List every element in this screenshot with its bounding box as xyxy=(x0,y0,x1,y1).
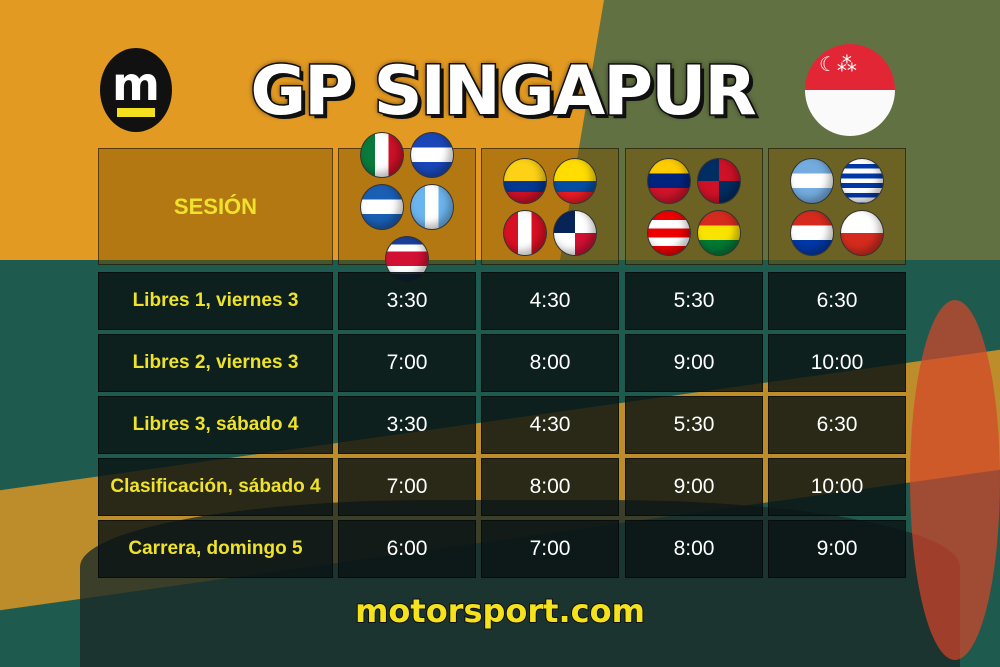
time-cell: 10:00 xyxy=(768,458,906,516)
time-cell: 5:30 xyxy=(625,396,763,454)
country-group-3 xyxy=(625,148,763,265)
time-cell: 6:30 xyxy=(768,272,906,330)
session-label: Libres 1, viernes 3 xyxy=(132,290,299,311)
time-cell: 8:00 xyxy=(481,334,619,392)
colombia-flag-icon xyxy=(503,157,547,204)
time-cell: 9:00 xyxy=(768,520,906,578)
time-cell: 4:30 xyxy=(481,272,619,330)
time-value: 3:30 xyxy=(386,289,428,312)
session-label: Carrera, domingo 5 xyxy=(128,538,303,559)
time-cell: 3:30 xyxy=(338,272,476,330)
time-cell: 6:30 xyxy=(768,396,906,454)
chile-flag-icon xyxy=(840,209,884,256)
time-value: 8:00 xyxy=(673,537,715,560)
panama-flag-icon xyxy=(553,209,597,256)
time-cell: 9:00 xyxy=(625,458,763,516)
country-group-2 xyxy=(481,148,619,265)
footer-brand: motorsport.com xyxy=(354,591,646,631)
bolivia-flag-icon xyxy=(697,209,741,256)
singapore-flag-icon: ☾⁂ xyxy=(805,44,895,136)
puerto-rico-flag-icon xyxy=(647,209,691,256)
time-value: 5:30 xyxy=(673,289,715,312)
time-value: 9:00 xyxy=(673,351,715,374)
time-value: 9:00 xyxy=(816,537,858,560)
country-group-4 xyxy=(768,148,906,265)
page-title: GP SINGAPUR xyxy=(249,51,758,133)
session-cell: Libres 2, viernes 3 xyxy=(98,334,333,392)
session-cell: Clasificación, sábado 4 xyxy=(98,458,333,516)
time-value: 6:00 xyxy=(386,537,428,560)
uruguay-flag-icon xyxy=(840,157,884,204)
el-salvador-flag-icon xyxy=(410,131,454,178)
time-value: 7:00 xyxy=(386,351,428,374)
argentina-flag-icon xyxy=(790,157,834,204)
guatemala-flag-icon xyxy=(410,183,454,230)
mexico-flag-icon xyxy=(360,131,404,178)
time-value: 6:30 xyxy=(816,413,858,436)
ecuador-flag-icon xyxy=(553,157,597,204)
time-value: 10:00 xyxy=(810,351,864,374)
time-value: 9:00 xyxy=(673,475,715,498)
time-value: 4:30 xyxy=(529,289,571,312)
time-value: 8:00 xyxy=(529,351,571,374)
time-cell: 7:00 xyxy=(338,458,476,516)
motorsport-logo: m xyxy=(100,48,172,132)
time-cell: 3:30 xyxy=(338,396,476,454)
dominican-republic-flag-icon xyxy=(697,157,741,204)
venezuela-flag-icon xyxy=(647,157,691,204)
session-label: Libres 2, viernes 3 xyxy=(132,352,299,373)
session-label: Clasificación, sábado 4 xyxy=(110,476,321,497)
country-group-1 xyxy=(338,131,476,282)
time-cell: 6:00 xyxy=(338,520,476,578)
time-value: 7:00 xyxy=(386,475,428,498)
time-value: 4:30 xyxy=(529,413,571,436)
time-value: 7:00 xyxy=(529,537,571,560)
time-value: 10:00 xyxy=(810,475,864,498)
time-cell: 9:00 xyxy=(625,334,763,392)
session-cell: Libres 1, viernes 3 xyxy=(98,272,333,330)
time-cell: 8:00 xyxy=(625,520,763,578)
time-value: 3:30 xyxy=(386,413,428,436)
time-cell: 7:00 xyxy=(481,520,619,578)
time-cell: 7:00 xyxy=(338,334,476,392)
honduras-flag-icon xyxy=(360,183,404,230)
time-value: 8:00 xyxy=(529,475,571,498)
time-cell: 8:00 xyxy=(481,458,619,516)
time-value: 5:30 xyxy=(673,413,715,436)
time-value: 6:30 xyxy=(816,289,858,312)
paraguay-flag-icon xyxy=(790,209,834,256)
session-header: SESIÓN xyxy=(98,148,333,265)
time-cell: 4:30 xyxy=(481,396,619,454)
session-label: Libres 3, sábado 4 xyxy=(132,414,299,435)
peru-flag-icon xyxy=(503,209,547,256)
time-cell: 5:30 xyxy=(625,272,763,330)
session-cell: Carrera, domingo 5 xyxy=(98,520,333,578)
time-cell: 10:00 xyxy=(768,334,906,392)
session-cell: Libres 3, sábado 4 xyxy=(98,396,333,454)
